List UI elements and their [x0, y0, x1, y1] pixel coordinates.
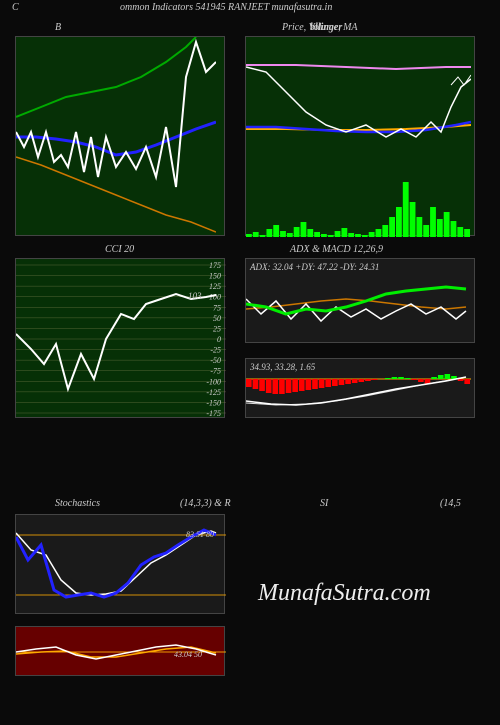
- svg-text:43.04 50: 43.04 50: [174, 650, 202, 659]
- svg-text:-25: -25: [210, 346, 221, 355]
- svg-text:-175: -175: [206, 409, 221, 418]
- header-left: C: [12, 2, 19, 13]
- svg-text:50: 50: [213, 314, 221, 323]
- svg-text:150: 150: [209, 272, 221, 281]
- rsi-title: SI: [320, 498, 328, 509]
- svg-text:34.93, 33.28, 1.65: 34.93, 33.28, 1.65: [249, 362, 316, 372]
- svg-text:125: 125: [209, 282, 221, 291]
- svg-text:103: 103: [188, 291, 202, 301]
- svg-text:-75: -75: [210, 367, 221, 376]
- svg-text:-100: -100: [206, 377, 221, 386]
- svg-text:-150: -150: [206, 398, 221, 407]
- svg-text:ADX: 32.04 +DY: 47.22 -DY:: ADX: 32.04 +DY: 47.22 -DY: 24.31: [249, 262, 379, 272]
- bollinger-title: B: [55, 22, 61, 33]
- stoch-panel: 83.51 80: [15, 514, 225, 614]
- price-title2: bllinger: [310, 22, 342, 33]
- svg-text:-125: -125: [206, 388, 221, 397]
- price-panel: [245, 36, 475, 236]
- cci-panel: 175 150125 10075 5025 0 -25-50 -75-100 -125-150…: [15, 258, 225, 418]
- svg-text:83.51 80: 83.51 80: [186, 530, 214, 539]
- svg-text:75: 75: [213, 303, 221, 312]
- svg-text:25: 25: [213, 324, 221, 333]
- adx-title: ADX & MACD 12,26,9: [290, 244, 383, 255]
- svg-text:-50: -50: [210, 356, 221, 365]
- header-center: ommon Indicators 541945 RANJEET munafasu…: [120, 2, 332, 13]
- cci-title: CCI 20: [105, 244, 134, 255]
- macd-panel: 34.93, 33.28, 1.65: [245, 358, 475, 418]
- stoch-title-l: Stochastics: [55, 498, 100, 509]
- svg-text:0: 0: [217, 335, 221, 344]
- svg-text:175: 175: [209, 261, 221, 270]
- svg-text:100: 100: [209, 293, 221, 302]
- rsi-panel: 43.04 50: [15, 626, 225, 676]
- stoch-title-r: (14,3,3) & R: [180, 498, 231, 509]
- adx-panel: ADX: 32.04 +DY: 47.22 -DY: 24.31: [245, 258, 475, 343]
- watermark: MunafaSutra.com: [258, 580, 431, 607]
- rsi-title-r: (14,5: [440, 498, 461, 509]
- bollinger-panel: [15, 36, 225, 236]
